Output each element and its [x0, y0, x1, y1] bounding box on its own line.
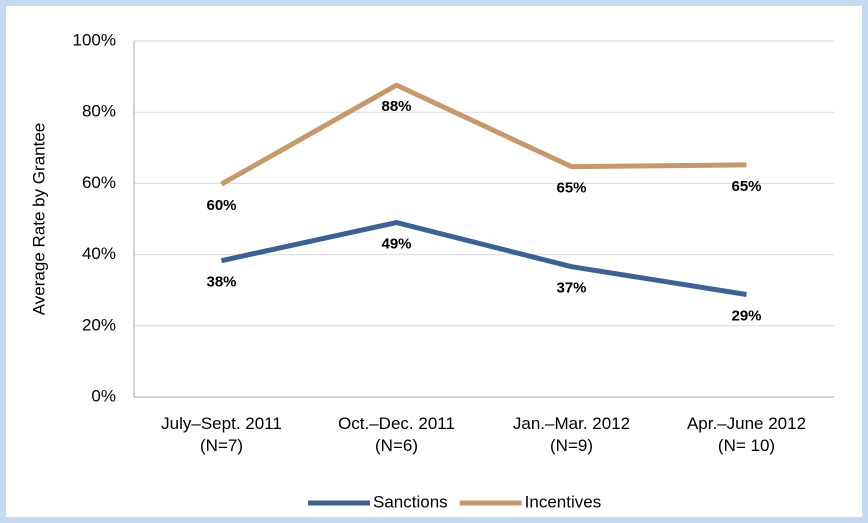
x-tick-label-line: Jan.–Mar. 2012: [513, 414, 630, 433]
y-tick-label: 40%: [82, 244, 116, 263]
data-label: 88%: [381, 98, 411, 115]
x-tick-label-line: Apr.–June 2012: [687, 414, 806, 433]
legend-label: Incentives: [525, 492, 602, 511]
x-tick-label-line: (N=9): [550, 436, 593, 455]
data-label: 65%: [556, 180, 586, 197]
x-tick-label-line: (N= 10): [718, 436, 775, 455]
x-tick-label-line: (N=7): [200, 436, 243, 455]
data-label: 60%: [206, 197, 236, 214]
data-label: 38%: [206, 274, 236, 291]
x-tick-label: Jan.–Mar. 2012 (N=9): [513, 414, 630, 455]
x-tick-label-line: (N=6): [375, 436, 418, 455]
x-tick-label: July–Sept. 2011 (N=7): [161, 414, 282, 455]
line-series: [220, 82, 747, 187]
y-tick-label: 60%: [82, 173, 116, 192]
y-axis-label: Average Rate by Grantee: [29, 123, 48, 315]
y-tick-label: 80%: [82, 102, 116, 121]
y-tick-label: 20%: [82, 315, 116, 334]
x-tick-label-line: July–Sept. 2011: [161, 414, 282, 433]
x-tick-label: Apr.–June 2012 (N= 10): [687, 414, 806, 455]
data-label: 29%: [731, 307, 761, 324]
x-tick-label: Oct.–Dec. 2011 (N=6): [338, 414, 455, 455]
y-tick-label: 100%: [73, 30, 116, 49]
data-label: 37%: [556, 280, 586, 297]
data-label: 65%: [731, 178, 761, 195]
y-tick-label: 0%: [91, 386, 116, 405]
chart-frame: [6, 6, 862, 517]
data-label: 49%: [381, 236, 411, 253]
line-series: [220, 220, 747, 297]
x-tick-label-line: Oct.–Dec. 2011: [338, 414, 455, 433]
legend-label: Sanctions: [373, 492, 448, 511]
